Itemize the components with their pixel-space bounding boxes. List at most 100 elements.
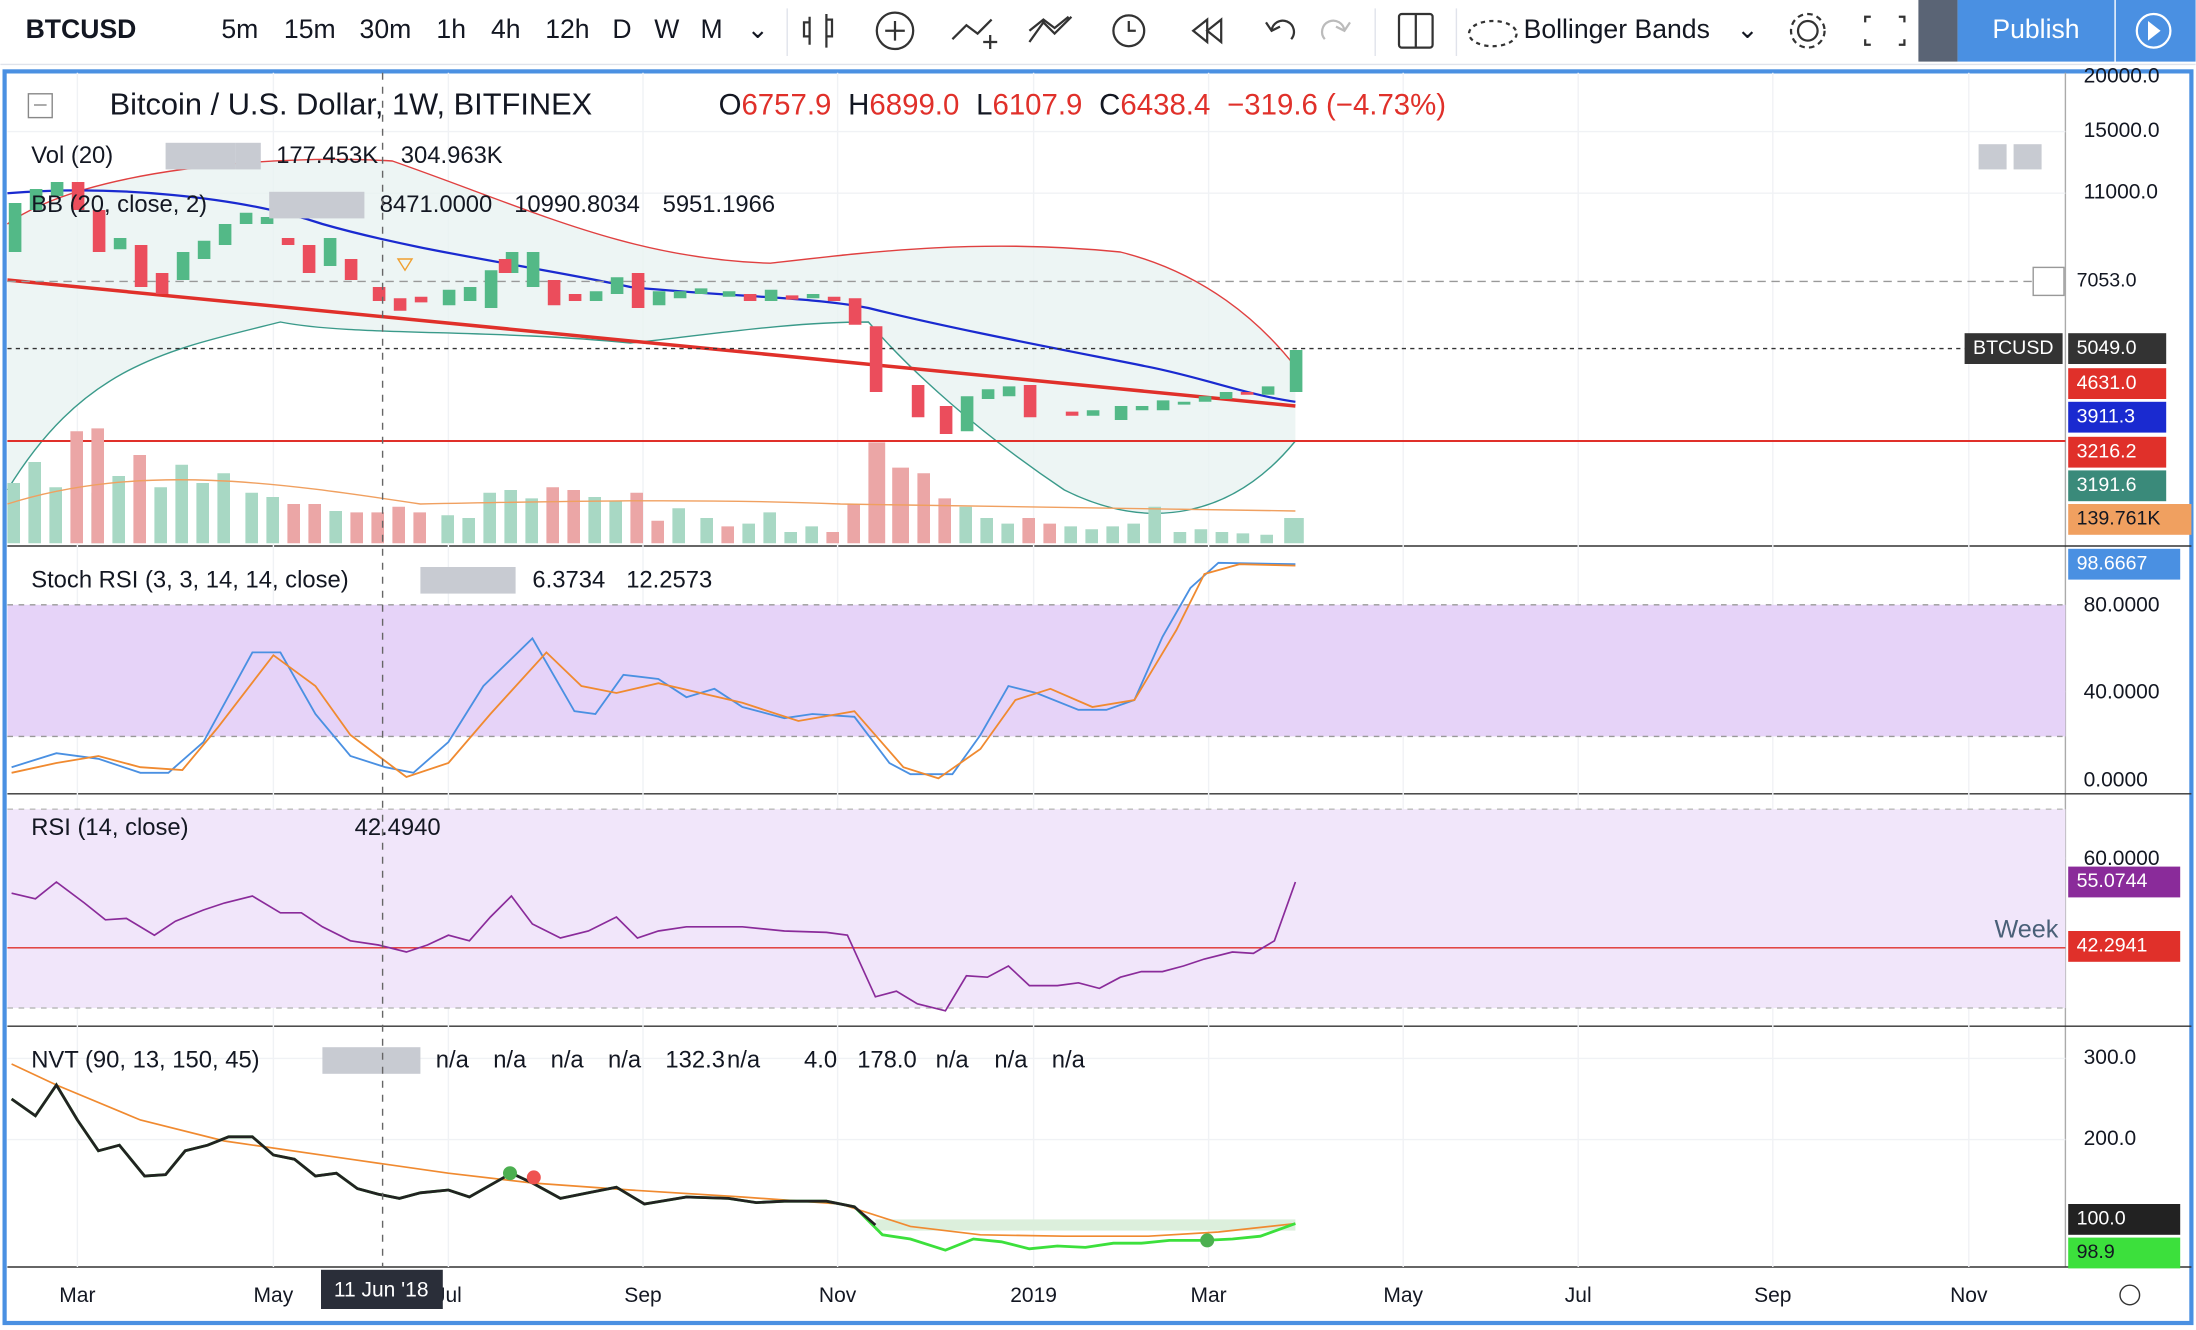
nvt-value: n/a	[994, 1046, 1028, 1073]
fullscreen-icon[interactable]	[1864, 15, 1906, 46]
interval[interactable]: W	[654, 14, 680, 44]
bb-value: 8471.0000	[380, 191, 493, 218]
compare-icon[interactable]	[951, 18, 998, 49]
interval[interactable]: 30m	[360, 14, 412, 44]
y-tick-label: 300.0	[2084, 1046, 2137, 1069]
nvt-value: n/a	[1052, 1046, 1086, 1073]
price-tag: 55.0744	[2077, 870, 2148, 892]
nvt-value: 178.0	[857, 1046, 917, 1073]
y-tick-label: 20000.0	[2084, 65, 2160, 88]
dropdown-icon[interactable]: ⌄	[1736, 14, 1758, 44]
nvt-band	[875, 1219, 1296, 1231]
x-tick-label: 2019	[1010, 1284, 1057, 1307]
x-tick-label: Sep	[624, 1284, 661, 1307]
candle-icon[interactable]	[802, 14, 834, 48]
y-tick-label: 0.0000	[2084, 769, 2148, 792]
redo-icon[interactable]	[1320, 19, 1351, 40]
alert-icon[interactable]	[1112, 14, 1146, 48]
stoch-value: 6.3734	[532, 566, 605, 593]
rsi-line	[11, 880, 1297, 1012]
price-tag-box	[2068, 470, 2167, 502]
volume-value: 304.963K	[401, 142, 503, 169]
x-tick-label: Nov	[819, 1284, 857, 1307]
ohlc-value: 6107.9	[992, 88, 1082, 121]
price-tag: 42.2941	[2077, 935, 2148, 957]
dropdown-icon[interactable]: ⌄	[747, 14, 769, 44]
stoch-k	[11, 561, 1296, 776]
toolbar-icons	[802, 11, 1906, 51]
interval[interactable]: 4h	[491, 14, 521, 44]
ohlc: O6757.9 H6899.0 L6107.9 C6438.4 −319.6 (−4.7…	[719, 88, 1446, 121]
x-tick-label: Jul	[1565, 1284, 1592, 1307]
stoch-name[interactable]: Stoch RSI (3, 3, 14, 14, close)	[31, 566, 348, 593]
bb-value: 10990.8034	[514, 191, 640, 218]
add-icon[interactable]	[875, 11, 915, 51]
nvt-signal	[11, 1063, 1296, 1238]
price-tag-box	[2068, 368, 2167, 399]
y-tick-label: 80.0000	[2084, 594, 2160, 617]
ohlc-value: 6757.9	[741, 88, 831, 121]
axes: 20000.0 15000.0 11000.0 80.0000 40.0000 0.000…	[59, 65, 2192, 1307]
indicator-name[interactable]: Bollinger Bands	[1524, 14, 1710, 44]
interval[interactable]: 5m	[221, 14, 258, 44]
crosshair-time-box	[321, 1269, 443, 1309]
x-tick-label: Mar	[1191, 1284, 1227, 1307]
marker	[396, 258, 414, 272]
nvt-name[interactable]: NVT (90, 13, 150, 45)	[31, 1046, 259, 1073]
x-tick-label: Nov	[1950, 1284, 1988, 1307]
main-title[interactable]: Bitcoin / U.S. Dollar, 1W, BITFINEX	[110, 87, 593, 122]
volume-name[interactable]: Vol (20)	[31, 142, 113, 169]
toolbar	[0, 0, 2196, 65]
interval[interactable]: 12h	[545, 14, 589, 44]
price-tag-box	[2068, 333, 2167, 364]
x-tick-label: May	[1383, 1284, 1423, 1307]
ohlc-label: L	[976, 88, 992, 121]
candles-up	[8, 182, 1303, 432]
price-tag: 98.9	[2077, 1241, 2115, 1263]
ohlc-label: O	[719, 88, 742, 121]
nvt-value: 132.3	[665, 1046, 725, 1073]
volume-value: 177.453K	[276, 142, 378, 169]
publish-label[interactable]: Publish	[1992, 14, 2079, 44]
crosshair-time: 11 Jun '18	[334, 1278, 429, 1301]
settings-icon[interactable]	[1796, 19, 1819, 42]
price-tag-box	[1964, 333, 2063, 364]
nvt-value: 4.0	[804, 1046, 837, 1073]
price-tag: 139.761K	[2077, 508, 2161, 530]
y-tick-label: 40.0000	[2084, 681, 2160, 704]
y-tick-label: 200.0	[2084, 1127, 2137, 1150]
interval[interactable]: 1h	[436, 14, 466, 44]
y-tick-label: 11000.0	[2084, 181, 2158, 204]
nvt-value: n/a	[727, 1046, 761, 1073]
price-tag-box	[2068, 401, 2167, 433]
indicators-icon[interactable]	[1028, 15, 1073, 43]
ohlc-value: 6899.0	[869, 88, 959, 121]
bb-name[interactable]: BB (20, close, 2)	[31, 191, 207, 218]
ohlc-label: H	[848, 88, 869, 121]
rsi-band	[7, 809, 2066, 1008]
undo-icon[interactable]	[1265, 19, 1296, 40]
price-tag-box	[2068, 1237, 2181, 1269]
nvt-value: n/a	[551, 1046, 585, 1073]
volume-up	[7, 462, 1304, 544]
rsi-name[interactable]: RSI (14, close)	[31, 814, 188, 841]
nvt-signal-dot	[1200, 1233, 1215, 1248]
interval[interactable]: D	[612, 14, 631, 44]
volume-down	[70, 428, 1056, 544]
replay-icon[interactable]	[1191, 17, 1223, 45]
y-tick-label: 60.0000	[2084, 847, 2160, 870]
publish-button[interactable]	[1957, 0, 2115, 62]
price-tag: 98.6667	[2077, 552, 2148, 574]
collapse-button[interactable]	[1918, 0, 1958, 62]
price-tag-box	[2068, 1204, 2181, 1235]
bb-value: 5951.1966	[663, 191, 776, 218]
interval[interactable]: 15m	[284, 14, 336, 44]
settings-icon[interactable]	[2119, 1284, 2141, 1306]
symbol[interactable]: BTCUSD	[26, 14, 137, 44]
price-tag-box	[2068, 266, 2167, 297]
price-tag-box	[2068, 866, 2181, 898]
rsi-value: 42.4940	[355, 814, 441, 841]
interval[interactable]: M	[701, 14, 723, 44]
rsi-interval: Week	[1994, 916, 2058, 944]
